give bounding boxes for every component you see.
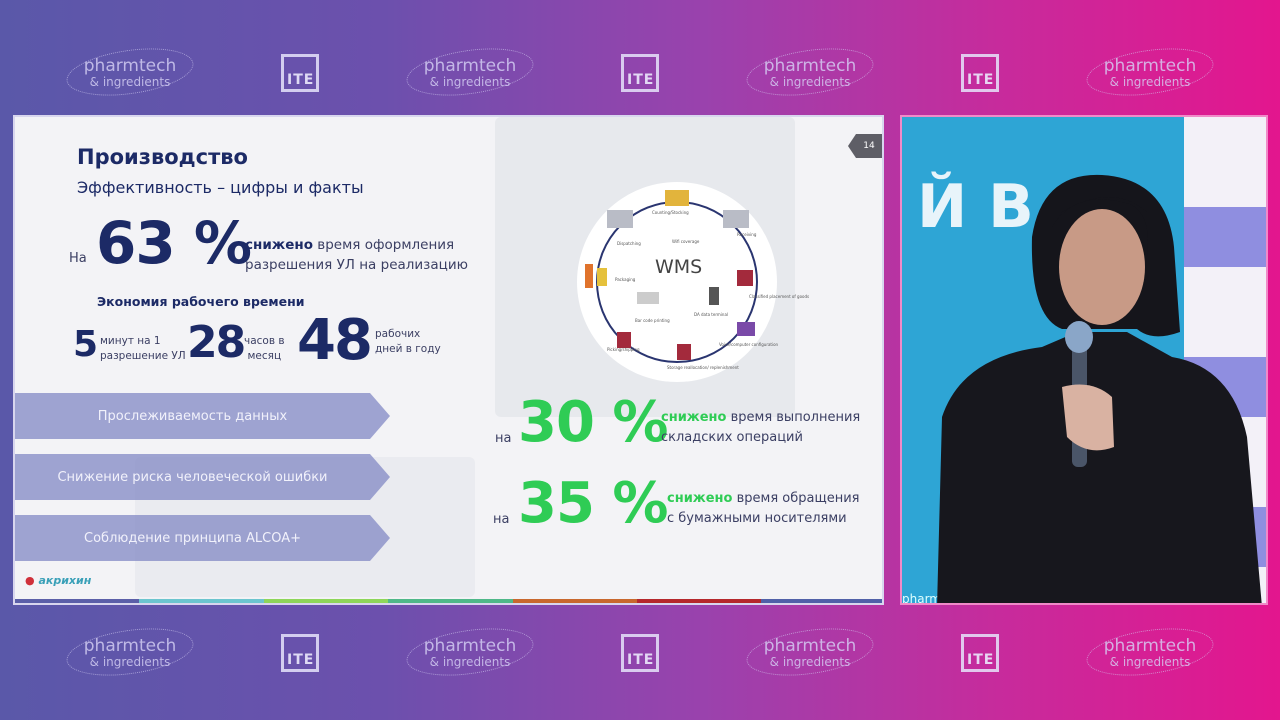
stat-30-line2: складских операций — [661, 430, 803, 445]
wms-label: Packaging — [615, 277, 636, 282]
band-alcoa: Соблюдение принципа ALCOA+ — [15, 515, 390, 561]
wms-label: Dispatching — [617, 241, 641, 246]
footer-color-segment — [263, 599, 389, 603]
stat-main-text: снижено время оформления разрешения УЛ н… — [245, 235, 468, 275]
backdrop-badge: pharm — [902, 592, 941, 605]
stat-35-line1: время обращения — [732, 491, 860, 506]
wms-label: DA data terminal — [694, 312, 729, 317]
footer-color-segment — [761, 599, 882, 603]
stat-35-value: 35 % — [518, 471, 669, 536]
backdrop-text: Й В — [917, 172, 1034, 242]
saving-value: 5 — [73, 324, 99, 365]
stat-main-line1: время оформления — [312, 237, 455, 253]
wms-label: Classified placement of goods — [749, 294, 810, 299]
wms-cycle-icon — [585, 190, 758, 363]
slide-title: Производство — [77, 145, 248, 169]
ite-logo: ITE — [961, 634, 999, 672]
footer-color-segment — [512, 599, 638, 603]
wms-diagram: WMS Counting/Stocking Receiving Dispatch… — [577, 182, 809, 382]
ite-logo: ITE — [961, 54, 999, 92]
page-number-badge: 14 — [848, 134, 882, 158]
saving-text: часов в месяц — [244, 334, 285, 364]
wms-label: Receiving — [737, 232, 757, 237]
wms-label: Voice/computer configuration — [719, 342, 779, 347]
stat-35-prefix: на — [493, 512, 510, 527]
wms-label: Wifi coverage — [672, 239, 700, 244]
akrikhin-logo-icon: ● — [25, 574, 35, 587]
pharmtech-logo: pharmtech & ingredients — [400, 621, 540, 683]
stat-30-line1: время выполнения — [726, 410, 861, 425]
stat-35-line2: с бумажными носителями — [667, 511, 847, 526]
band-traceability: Прослеживаемость данных — [15, 393, 390, 439]
bottom-logo-row: pharmtech & ingredients pharmtech & ingredi… — [0, 621, 1280, 684]
wms-center-label: WMS — [655, 256, 703, 278]
pharmtech-logo: pharmtech & ingredients — [1080, 41, 1220, 103]
footer-color-segment — [388, 599, 514, 603]
pharmtech-logo: pharmtech & ingredients — [60, 621, 200, 683]
saving-line2: дней в году — [375, 343, 441, 355]
footer-color-segment — [15, 599, 140, 603]
top-logo-row: pharmtech & ingredients pharmtech & ingredi… — [0, 41, 1280, 104]
stat-main-prefix: На — [69, 251, 87, 266]
saving-text: минут на 1 разрешение УЛ — [100, 334, 186, 364]
speaker-figure — [937, 174, 1262, 603]
stat-30-value: 30 % — [518, 390, 669, 455]
saving-line1: минут на 1 — [100, 335, 161, 347]
wms-label: Bar code printing — [635, 318, 670, 323]
saving-value: 48 — [297, 308, 373, 373]
saving-text: рабочих дней в году — [375, 327, 441, 357]
pharmtech-logo: pharmtech & ingredients — [740, 621, 880, 683]
stat-35-text: снижено время обращения с бумажными носит… — [667, 489, 859, 529]
pharmtech-logo: pharmtech & ingredients — [1080, 621, 1220, 683]
pharmtech-logo: pharmtech & ingredients — [740, 41, 880, 103]
saving-value: 28 — [187, 317, 246, 368]
band-human-error: Снижение риска человеческой ошибки — [15, 454, 390, 500]
speaker-video: Й В pharm — [900, 115, 1268, 605]
presentation-slide: 14 Производство Эффективность – цифры и … — [13, 115, 884, 605]
slide-subtitle: Эффективность – цифры и факты — [77, 178, 364, 197]
ite-logo: ITE — [621, 54, 659, 92]
saving-line2: месяц — [247, 350, 282, 362]
stat-main-bold: снижено — [245, 237, 313, 253]
wms-label: Counting/Stocking — [652, 210, 689, 215]
saving-line2: разрешение УЛ — [100, 350, 186, 362]
stat-main-line2: разрешения УЛ на реализацию — [245, 257, 468, 273]
saving-line1: часов в — [244, 335, 285, 347]
saving-line1: рабочих — [375, 328, 421, 340]
stat-30-bold: снижено — [661, 410, 727, 425]
footer-color-segment — [637, 599, 762, 603]
stat-35-bold: снижено — [667, 491, 733, 506]
footer-color-segment — [139, 599, 265, 603]
savings-heading: Экономия рабочего времени — [97, 294, 305, 309]
pharmtech-logo: pharmtech & ingredients — [60, 41, 200, 103]
akrikhin-logo: ● акрихин — [25, 574, 92, 587]
wms-label: Storage reallocation/ replenishment — [667, 365, 739, 370]
wms-label: Picking/shipping — [607, 347, 640, 352]
ite-logo: ITE — [281, 54, 319, 92]
ite-logo: ITE — [281, 634, 319, 672]
stat-main-value: 63 % — [96, 209, 252, 277]
ite-logo: ITE — [621, 634, 659, 672]
stat-30-prefix: на — [495, 431, 512, 446]
pharmtech-logo: pharmtech & ingredients — [400, 41, 540, 103]
stat-30-text: снижено время выполнения складских операц… — [661, 408, 860, 448]
